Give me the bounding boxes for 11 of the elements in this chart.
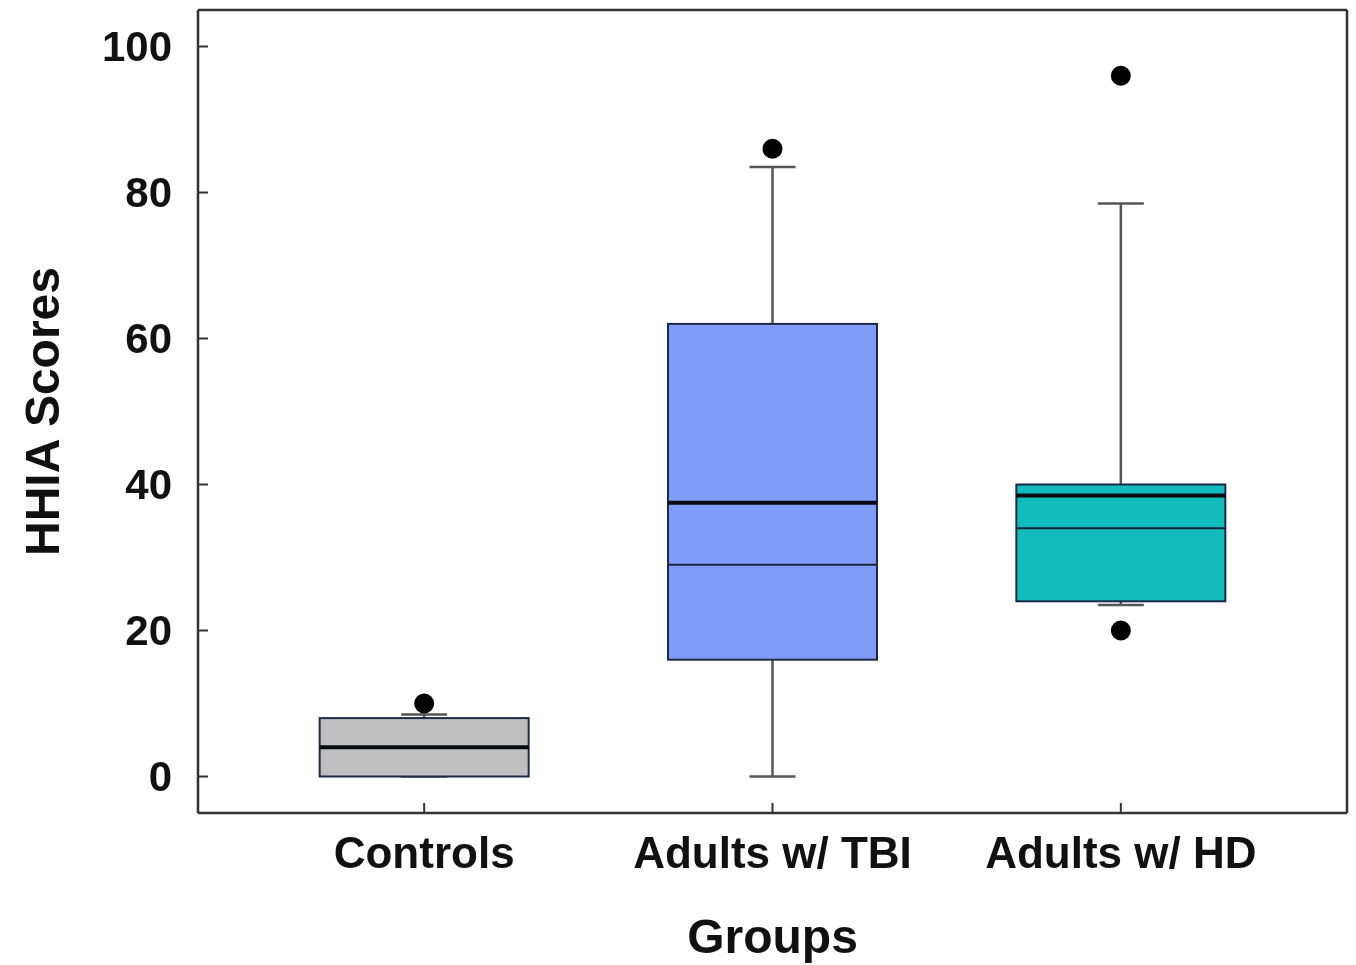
x-axis-title: Groups bbox=[687, 910, 858, 963]
y-tick-label: 100 bbox=[101, 23, 172, 71]
x-tick-label: Adults w/ HD bbox=[985, 828, 1257, 878]
y-tick-label: 40 bbox=[125, 461, 172, 509]
y-axis-title: HHIA Scores bbox=[16, 267, 70, 556]
y-tick-label: 80 bbox=[125, 169, 172, 217]
y-tick-label: 20 bbox=[125, 607, 172, 655]
x-tick-label: Controls bbox=[333, 828, 515, 878]
y-tick-label: 0 bbox=[148, 753, 172, 801]
x-tick-label: Adults w/ TBI bbox=[633, 828, 912, 878]
y-tick-label: 60 bbox=[125, 315, 172, 363]
